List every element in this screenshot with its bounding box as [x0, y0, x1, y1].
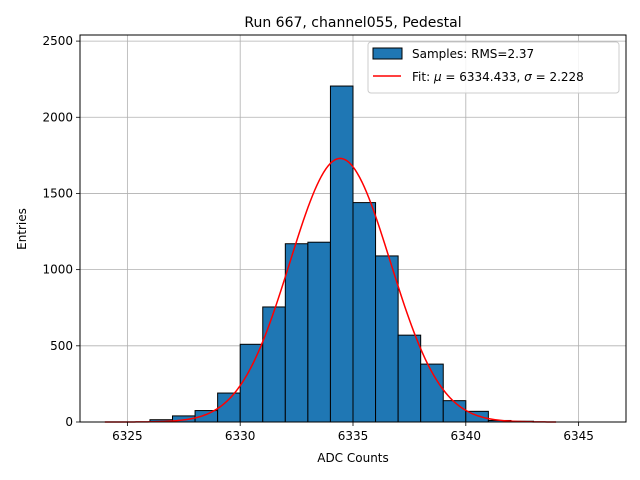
histogram-bar: [375, 255, 399, 423]
x-tick-label: 6345: [563, 429, 594, 443]
histogram-bar: [397, 334, 422, 423]
y-tick-label: 500: [50, 339, 73, 353]
chart-title: Run 667, channel055, Pedestal: [244, 15, 461, 31]
histogram-bar: [442, 400, 467, 423]
histogram-bar: [307, 241, 331, 423]
x-tick-label: 6335: [338, 429, 369, 443]
histogram-bar: [284, 243, 309, 423]
legend-histogram-label: Samples: RMS=2.37: [412, 47, 534, 61]
legend-fit-mu-symbol: μ: [433, 70, 442, 84]
y-tick-label: 0: [65, 415, 73, 429]
histogram-bar: [352, 202, 377, 423]
y-tick-label: 1000: [42, 263, 73, 277]
x-tick-label: 6330: [225, 429, 256, 443]
histogram-bar: [329, 85, 354, 423]
y-axis-label: Entries: [15, 208, 29, 250]
y-tick-label: 1500: [42, 186, 73, 200]
histogram-bar: [262, 306, 286, 423]
y-axis-ticks: 0 500 1000 1500 2000 2500: [42, 34, 80, 429]
x-axis-ticks: 6325 6330 6335 6340 6345: [112, 422, 594, 443]
legend-histogram-swatch: [372, 47, 403, 60]
y-tick-label: 2000: [42, 110, 73, 124]
histogram-bars: [149, 85, 534, 423]
histogram-bar: [239, 343, 264, 423]
fit-curve: [104, 157, 557, 423]
x-axis-label: ADC Counts: [317, 451, 389, 465]
histogram-bar: [217, 392, 241, 423]
legend-box: [367, 41, 620, 94]
legend-fit-sigma-value: = 2.228: [532, 70, 584, 84]
legend-fit-sigma-symbol: σ: [524, 70, 532, 84]
legend-fit-label: Fit: μ = 6334.433, σ = 2.228: [412, 70, 584, 84]
legend-fit-prefix: Fit:: [412, 70, 434, 84]
x-tick-label: 6325: [112, 429, 143, 443]
x-tick-label: 6340: [451, 429, 482, 443]
legend-fit-mu-value: = 6334.433,: [442, 70, 525, 84]
y-tick-label: 2500: [42, 34, 73, 48]
legend: Samples: RMS=2.37 Fit: μ = 6334.433, σ =…: [367, 41, 620, 94]
